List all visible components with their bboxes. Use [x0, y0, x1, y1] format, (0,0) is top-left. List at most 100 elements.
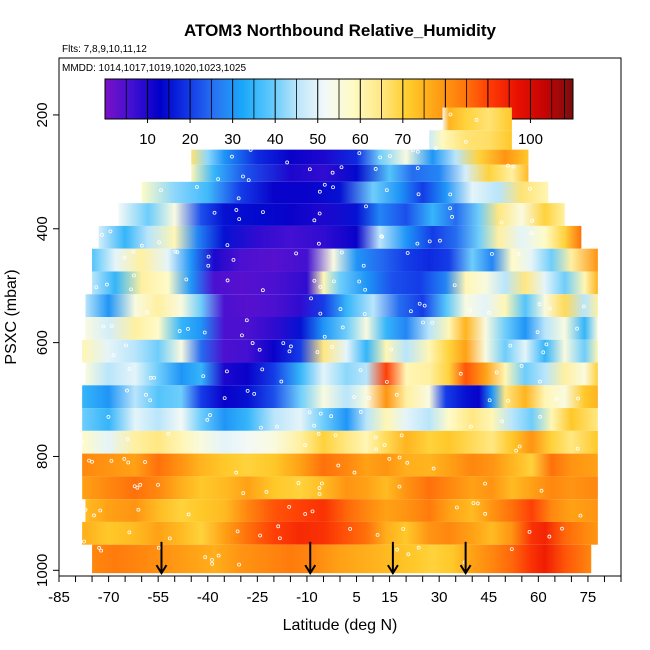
sample-point — [405, 251, 410, 255]
y-tick-label: 400 — [34, 216, 51, 241]
heatmap-band — [92, 248, 598, 272]
sample-point — [143, 460, 147, 464]
heatmap-band — [92, 544, 592, 574]
sample-point — [575, 326, 580, 331]
sample-point — [296, 481, 301, 485]
sample-point — [260, 367, 265, 372]
x-tick-label: 45 — [480, 589, 497, 606]
colorbar: 102030405060708090100 — [104, 78, 574, 148]
heatmap-area — [82, 107, 598, 574]
sample-point — [173, 249, 178, 254]
x-tick-label: -40 — [197, 589, 219, 606]
sample-point — [108, 229, 113, 234]
sample-point — [110, 324, 114, 329]
sample-point — [380, 234, 385, 239]
sample-point — [307, 410, 312, 415]
flight-arrow-head — [387, 564, 399, 576]
sample-point — [126, 460, 131, 465]
sample-point — [331, 279, 336, 284]
sample-point — [506, 163, 510, 168]
sample-point — [94, 285, 99, 290]
sample-point — [100, 233, 104, 237]
sample-point — [125, 388, 129, 393]
sample-point — [125, 437, 130, 441]
heatmap-band — [191, 164, 529, 182]
sample-point — [463, 139, 468, 144]
sample-point — [528, 186, 532, 191]
sample-point — [322, 182, 327, 187]
sample-point — [285, 160, 290, 165]
sample-point — [415, 149, 420, 154]
sample-point — [145, 310, 149, 315]
sample-point — [122, 255, 127, 260]
sample-point — [111, 353, 116, 358]
sample-point — [287, 349, 292, 354]
sample-point — [575, 446, 580, 451]
sample-point — [225, 243, 230, 248]
sample-point — [474, 118, 479, 122]
sample-point — [529, 231, 534, 236]
sample-point — [430, 320, 435, 325]
sample-point — [454, 505, 459, 510]
sample-point — [248, 148, 253, 152]
sample-point — [82, 539, 86, 544]
sample-point — [399, 433, 404, 438]
sample-point — [374, 447, 379, 452]
sample-point — [427, 239, 432, 244]
sample-point — [156, 545, 161, 550]
sample-point — [234, 470, 239, 475]
sample-point — [358, 409, 363, 414]
sample-point — [264, 489, 269, 494]
sample-point — [235, 529, 240, 534]
sample-point — [348, 526, 353, 531]
sample-point — [322, 334, 327, 339]
sample-point — [317, 189, 322, 194]
sample-point — [541, 350, 546, 355]
sample-point — [458, 371, 463, 376]
sample-point — [83, 507, 88, 512]
sample-point — [203, 555, 208, 560]
sample-point — [156, 482, 160, 487]
sample-point — [135, 485, 140, 490]
sample-point — [422, 303, 427, 308]
sample-point — [487, 398, 492, 403]
flight-arrow-head — [459, 564, 472, 576]
sample-point — [275, 424, 279, 429]
sample-point — [80, 440, 85, 444]
flight-arrows — [155, 541, 472, 576]
sample-point — [312, 218, 317, 223]
sample-point — [581, 304, 586, 309]
sample-point — [367, 395, 372, 400]
sample-point — [222, 396, 227, 401]
sample-point — [312, 278, 317, 283]
x-tick-label: -70 — [98, 589, 120, 606]
flight-arrow-head — [155, 564, 168, 576]
sample-point — [258, 533, 262, 538]
sample-point — [287, 504, 292, 509]
heatmap-band — [82, 476, 598, 500]
sample-point — [136, 507, 141, 512]
sample-point — [241, 174, 245, 179]
sample-point — [294, 251, 298, 256]
sample-point — [397, 484, 402, 489]
y-axis-label: PSXC (mbar) — [3, 269, 20, 364]
heatmap-band — [85, 362, 598, 386]
sample-point — [406, 552, 411, 557]
sample-point — [329, 414, 334, 419]
sample-point — [475, 501, 480, 506]
colorbar-tick-label: 30 — [224, 131, 241, 148]
sample-point — [195, 185, 199, 189]
sample-point — [315, 350, 320, 354]
sample-point — [382, 443, 387, 447]
x-tick-label: 5 — [352, 589, 360, 606]
sample-point — [202, 330, 207, 335]
sample-point — [279, 379, 284, 384]
sample-point — [186, 326, 190, 331]
sample-point — [395, 547, 399, 552]
colorbar-tick-label: 60 — [352, 131, 369, 148]
heatmap-band — [92, 271, 598, 295]
sample-point — [129, 287, 133, 292]
heatmap-band — [82, 408, 598, 431]
sample-point — [206, 254, 211, 259]
heatmap-band — [429, 130, 512, 150]
